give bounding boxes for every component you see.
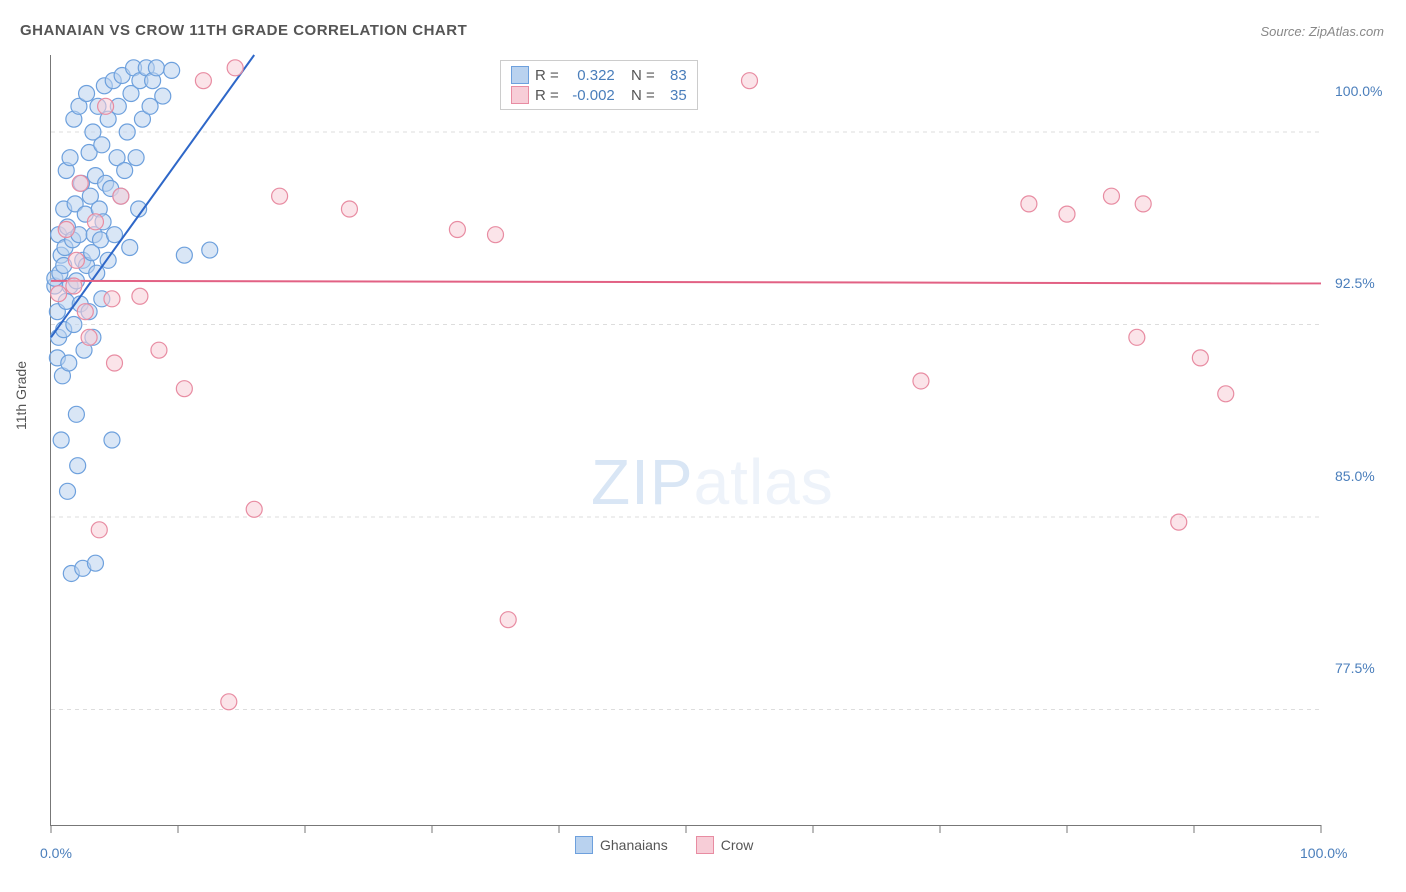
- n-label: N =: [631, 87, 655, 104]
- y-tick-label: 85.0%: [1335, 468, 1375, 484]
- legend-swatch-crow: [696, 836, 714, 854]
- y-tick-label: 100.0%: [1335, 83, 1382, 99]
- x-tick-label: 0.0%: [40, 845, 72, 861]
- plot-area: ZIPatlas: [50, 55, 1321, 826]
- r-value: -0.002: [565, 87, 615, 104]
- legend-stats-row: R = 0.322 N = 83: [511, 65, 687, 85]
- r-value: 0.322: [565, 67, 615, 84]
- x-tick-label: 100.0%: [1300, 845, 1347, 861]
- legend-label: Crow: [721, 837, 754, 853]
- n-label: N =: [631, 67, 655, 84]
- r-label: R =: [535, 67, 559, 84]
- chart-title: GHANAIAN VS CROW 11TH GRADE CORRELATION …: [20, 22, 467, 39]
- legend-swatch-crow: [511, 86, 529, 104]
- legend-series: Ghanaians Crow: [575, 836, 753, 854]
- y-axis-label: 11th Grade: [13, 361, 29, 430]
- legend-item-crow: Crow: [696, 836, 754, 854]
- legend-stats-row: R = -0.002 N = 35: [511, 85, 687, 105]
- n-value: 35: [661, 87, 687, 104]
- legend-label: Ghanaians: [600, 837, 668, 853]
- y-tick-label: 77.5%: [1335, 660, 1375, 676]
- chart-svg: [51, 55, 1321, 825]
- legend-swatch-ghanaians: [575, 836, 593, 854]
- source-label: Source: ZipAtlas.com: [1260, 24, 1384, 39]
- legend-swatch-ghanaians: [511, 66, 529, 84]
- y-tick-label: 92.5%: [1335, 275, 1375, 291]
- legend-stats: R = 0.322 N = 83 R = -0.002 N = 35: [500, 60, 698, 110]
- n-value: 83: [661, 67, 687, 84]
- r-label: R =: [535, 87, 559, 104]
- legend-item-ghanaians: Ghanaians: [575, 836, 668, 854]
